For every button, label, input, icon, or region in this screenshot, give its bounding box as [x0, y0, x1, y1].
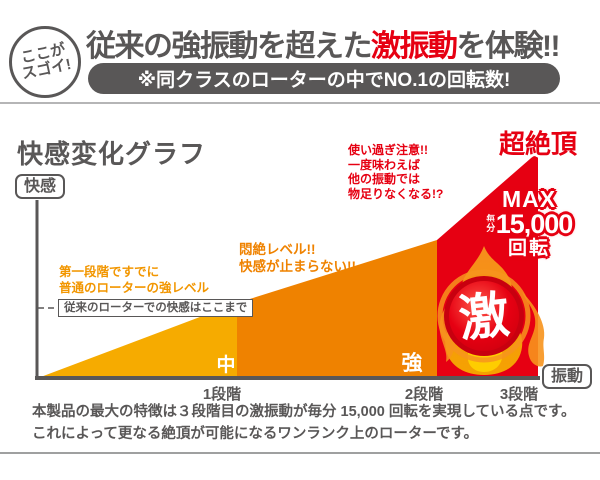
annotation-stage2: 悶絶レベル!! 快感が止まらない!! — [239, 242, 356, 274]
segment-stage1-area — [38, 303, 237, 378]
geki-label: 激 — [456, 287, 512, 348]
per-minute-label: 毎分 — [486, 213, 496, 233]
sub-headline-bar: ※同クラスのローターの中でNO.1の回転数! — [88, 63, 560, 94]
reference-line-label: 従来のローターでの快感はここまで — [58, 299, 254, 317]
max-label: MAX — [501, 186, 557, 212]
peak-label: 超絶頂 — [499, 129, 578, 159]
highlight-badge: ここが スゴイ! — [9, 26, 81, 98]
headline-pre: 従来の強振動を超えた — [86, 30, 373, 63]
x-tick-stage2: 2段階 — [404, 386, 444, 403]
rpm-value: 15,000 — [495, 209, 574, 239]
headline-post: を体験!! — [456, 30, 561, 63]
geki-badge: 激 — [437, 269, 531, 363]
segment-stage2-area — [237, 240, 437, 378]
graph-title: 快感変化グラフ — [17, 139, 207, 169]
headline-highlight: 激振動 — [371, 30, 458, 63]
footer-description-line1: 本製品の最大の特徴は３段階目の激振動が毎分 15,000 回転を実現している点で… — [32, 404, 576, 420]
stage1-intensity-label: 中 — [216, 353, 235, 376]
header-divider — [0, 102, 600, 104]
x-tick-stage1: 1段階 — [202, 386, 242, 403]
max-rpm-badge: MAX 毎分 15,000 回転 — [476, 187, 582, 260]
x-tick-stage3: 3段階 — [499, 386, 539, 403]
rpm-unit-label: 回転 — [507, 238, 550, 259]
annotation-stage3-warning: 使い過ぎ注意!! 一度味わえば 他の振動では 物足りなくなる!? — [348, 143, 444, 201]
y-axis-label: 快感 — [15, 174, 66, 199]
main-headline: 従来の強振動を超えた激振動を体験!! — [86, 21, 561, 65]
annotation-stage1: 第一段階ですでに 普通のローターの強レベル — [59, 265, 210, 295]
sub-headline-text: ※同クラスのローターの中でNO.1の回転数! — [137, 70, 511, 91]
footer-divider — [0, 452, 600, 454]
footer-description-line2: これによって更なる絶頂が可能になるワンランク上のローターです。 — [32, 426, 479, 442]
stage2-intensity-label: 強 — [402, 352, 423, 375]
x-axis-label: 振動 — [542, 364, 593, 389]
